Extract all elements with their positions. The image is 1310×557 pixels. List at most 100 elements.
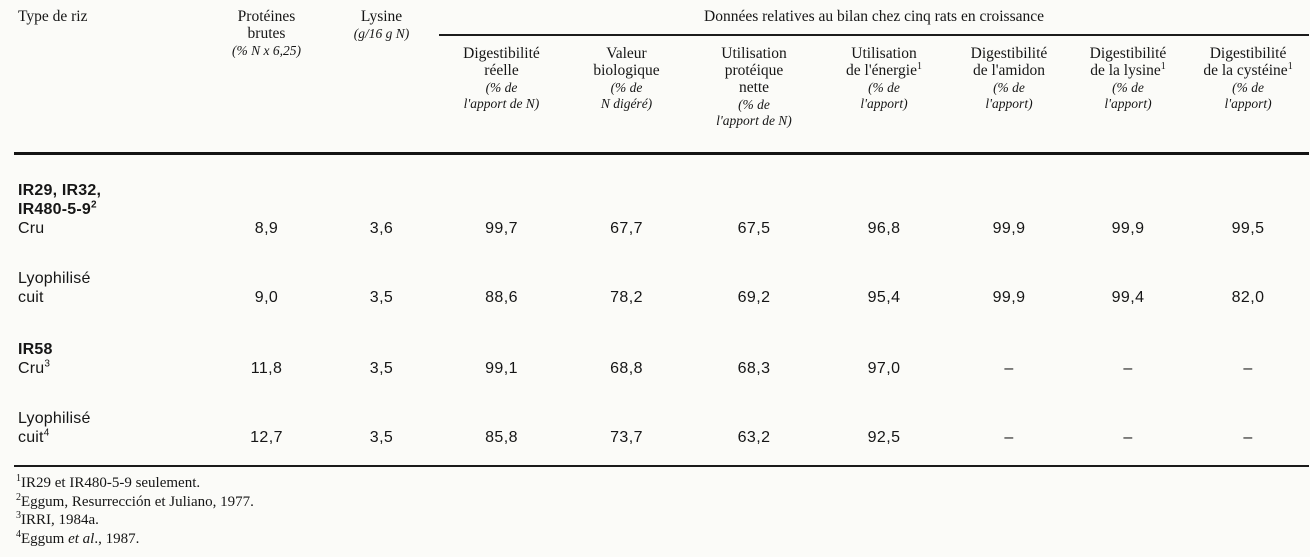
treatment-label: Lyophilisé cuit4 [18, 410, 91, 446]
value-cell: – [1004, 360, 1014, 377]
header-row-top: Type de riz Protéines brutes (% N x 6,25… [14, 4, 1310, 155]
footnote-1: 1IR29 et IR480-5-9 seulement. [16, 473, 201, 492]
column-unit: (% de l'apport) [1104, 80, 1152, 111]
column-title: Digestibilité de la lysine1 [1089, 45, 1167, 79]
value-cell: 96,8 [867, 220, 901, 237]
value-cell: 8,9 [254, 220, 279, 237]
table-body: IR29, IR32, IR480-5-92 Cru 8,9 3,6 99,7 … [14, 154, 1310, 467]
column-header-utilisation-proteique-nette: Utilisation protéique nette (% de l'appo… [689, 35, 819, 155]
table-row-ir29-cru: IR29, IR32, IR480-5-92 Cru 8,9 3,6 99,7 … [14, 154, 1309, 239]
row-label: Lyophilisé cuit4 [14, 378, 209, 467]
footnotes-block: 1IR29 et IR480-5-9 seulement. 2Eggum, Re… [16, 474, 1310, 548]
treatment-label: Cru3 [18, 358, 51, 377]
column-unit: (% de l'apport) [1224, 80, 1272, 111]
table-row-ir58-cru: IR58 Cru3 11,8 3,5 99,1 68,8 68,3 97,0 –… [14, 307, 1309, 378]
column-header-lysine: Lysine (g/16 g N) [324, 4, 439, 155]
value-cell: 82,0 [1231, 289, 1265, 306]
value-cell: 99,9 [992, 220, 1026, 237]
value-cell: 99,1 [485, 360, 518, 377]
footnote-marker: 1 [16, 473, 21, 484]
value-cell: 92,5 [819, 378, 949, 467]
value-cell: 97,0 [867, 360, 901, 377]
scanned-document-page: { "table": { "span_header": "Données rel… [0, 4, 1310, 557]
column-header-digestibilite-reelle: Digestibilité réelle (% de l'apport de N… [439, 35, 564, 155]
column-title: Digestibilité de la cystéine1 [1203, 45, 1293, 79]
variety-group-label: IR29, IR32, IR480-5-92 [18, 182, 102, 218]
column-header-valeur-biologique: Valeur biologique (% de N digéré) [564, 35, 689, 155]
column-unit: (% de l'apport de N) [463, 80, 540, 111]
value-cell: – [1123, 360, 1133, 377]
table-header: Type de riz Protéines brutes (% N x 6,25… [14, 4, 1310, 155]
value-cell: 11,8 [250, 360, 283, 377]
column-unit: (% de l'apport) [860, 80, 908, 111]
value-cell: – [1069, 378, 1187, 467]
column-header-utilisation-energie: Utilisation de l'énergie1 (% de l'apport… [819, 35, 949, 155]
value-cell: 3,5 [369, 289, 394, 306]
column-title: Digestibilité réelle [463, 45, 540, 79]
table-row-ir58-lyophilise-cuit: Lyophilisé cuit4 12,7 3,5 85,8 73,7 63,2… [14, 378, 1310, 467]
footnote-marker: 1 [1287, 60, 1293, 72]
rice-nutrition-table: Type de riz Protéines brutes (% N x 6,25… [14, 4, 1310, 467]
footnote-marker: 1 [1160, 60, 1166, 72]
column-title: Digestibilité de l'amidon [970, 45, 1048, 79]
value-cell: – [1187, 378, 1310, 467]
value-cell: 9,0 [254, 289, 279, 306]
value-cell: 73,7 [564, 378, 689, 467]
value-cell: – [1243, 360, 1253, 377]
column-unit: (% N x 6,25) [232, 43, 301, 58]
column-title: Valeur biologique [593, 45, 660, 79]
footnote-marker: 2 [16, 491, 21, 503]
value-cell: 12,7 [209, 378, 324, 467]
header-row-sub: Digestibilité réelle (% de l'apport de N… [14, 35, 1310, 155]
treatment-label: Lyophilisé cuit [18, 270, 91, 306]
column-title: Protéines brutes [237, 8, 296, 42]
value-cell: 99,4 [1111, 289, 1145, 306]
column-header-type-de-riz: Type de riz [14, 4, 209, 155]
column-unit: (g/16 g N) [353, 26, 410, 41]
value-cell: 99,9 [992, 289, 1026, 306]
value-cell: 68,3 [737, 360, 771, 377]
value-cell: 95,4 [867, 289, 901, 306]
value-cell: 67,7 [610, 220, 643, 237]
column-header-proteines-brutes: Protéines brutes (% N x 6,25) [209, 4, 324, 155]
spanning-header-bilan-rats: Données relatives au bilan chez cinq rat… [439, 4, 1310, 36]
value-cell: 85,8 [439, 378, 564, 467]
row-label: Lyophilisé cuit [14, 238, 209, 307]
value-cell: 69,2 [737, 289, 771, 306]
column-title: Utilisation protéique nette [721, 45, 787, 96]
column-header-digestibilite-amidon: Digestibilité de l'amidon (% de l'apport… [949, 35, 1069, 155]
value-cell: 3,5 [324, 378, 439, 467]
variety-group-label: IR58 [18, 341, 53, 358]
value-cell: 78,2 [610, 289, 643, 306]
footnote-marker: 2 [90, 199, 97, 211]
value-cell: 3,5 [369, 360, 394, 377]
footnote-marker: 1 [916, 60, 922, 72]
value-cell: 67,5 [737, 220, 771, 237]
value-cell: 3,6 [369, 220, 394, 237]
footnote-2: 2Eggum, Resurrección et Juliano, 1977. [16, 491, 254, 510]
column-title: Type de riz [18, 8, 88, 25]
value-cell: 99,9 [1111, 220, 1145, 237]
footnote-marker: 3 [44, 358, 51, 370]
footnote-3: 3IRRI, 1984a. [16, 510, 99, 529]
value-cell: 63,2 [689, 378, 819, 467]
value-cell: – [949, 378, 1069, 467]
column-unit: (% de l'apport de N) [716, 97, 792, 128]
treatment-label: Cru [18, 220, 45, 237]
value-cell: 99,5 [1231, 220, 1265, 237]
value-cell: 68,8 [610, 360, 643, 377]
value-cell: 99,7 [485, 220, 518, 237]
column-header-digestibilite-lysine: Digestibilité de la lysine1 (% de l'appo… [1069, 35, 1187, 155]
column-unit: (% de l'apport) [985, 80, 1033, 111]
row-label: IR29, IR32, IR480-5-92 Cru [14, 154, 209, 239]
row-label: IR58 Cru3 [14, 307, 209, 378]
column-unit: (% de N digéré) [600, 80, 653, 111]
column-title: Lysine [360, 8, 403, 25]
column-header-digestibilite-cysteine: Digestibilité de la cystéine1 (% de l'ap… [1187, 35, 1310, 155]
footnote-marker: 4 [16, 528, 21, 540]
column-title: Utilisation de l'énergie1 [846, 45, 922, 79]
footnote-marker: 4 [43, 427, 50, 439]
footnote-4: 4Eggum et al., 1987. [16, 528, 140, 547]
footnote-marker: 3 [16, 510, 21, 521]
value-cell: 88,6 [485, 289, 518, 306]
